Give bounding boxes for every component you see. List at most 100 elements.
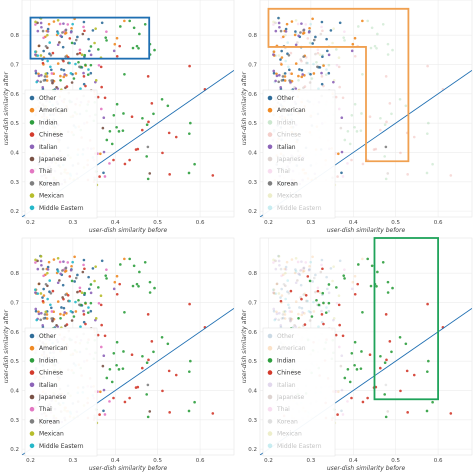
legend-item-other[interactable]: Other bbox=[277, 333, 295, 340]
legend-item-korean[interactable]: Korean bbox=[277, 180, 298, 187]
legend-item-thai[interactable]: Thai bbox=[38, 406, 52, 413]
legend-item-chinese[interactable]: Chinese bbox=[277, 370, 301, 377]
legend-swatch[interactable] bbox=[267, 168, 273, 174]
legend-swatch[interactable] bbox=[29, 406, 35, 412]
legend-swatch[interactable] bbox=[29, 333, 35, 339]
legend-swatch[interactable] bbox=[267, 181, 273, 186]
legend-item-american[interactable]: American bbox=[39, 345, 68, 352]
legend-item-thai[interactable]: Thai bbox=[276, 406, 290, 413]
point-italian bbox=[63, 73, 66, 76]
legend-swatch[interactable] bbox=[29, 168, 35, 174]
legend-item-korean[interactable]: Korean bbox=[277, 418, 298, 425]
legend-item-thai[interactable]: Thai bbox=[276, 168, 290, 175]
point-american bbox=[285, 22, 289, 26]
legend-swatch[interactable] bbox=[29, 443, 35, 449]
point-thai bbox=[346, 162, 349, 165]
legend-swatch[interactable] bbox=[29, 394, 35, 400]
legend-item-italian[interactable]: Italian bbox=[277, 382, 296, 389]
legend-item-indian[interactable]: Indian bbox=[277, 357, 296, 364]
legend-item-american[interactable]: American bbox=[277, 107, 306, 114]
legend-swatch[interactable] bbox=[267, 144, 273, 150]
point-other bbox=[288, 306, 291, 310]
legend-item-american[interactable]: American bbox=[39, 107, 68, 114]
legend-item-mexican[interactable]: Mexican bbox=[39, 193, 64, 200]
legend-item-korean[interactable]: Korean bbox=[39, 180, 60, 187]
point-korean bbox=[302, 293, 305, 296]
point-american bbox=[337, 152, 340, 156]
legend-swatch[interactable] bbox=[29, 132, 35, 137]
legend-swatch[interactable] bbox=[267, 132, 273, 137]
legend-item-thai[interactable]: Thai bbox=[38, 168, 52, 175]
legend-item-japanese[interactable]: Japanese bbox=[276, 394, 305, 401]
point-mexican bbox=[332, 265, 335, 268]
legend-swatch[interactable] bbox=[29, 181, 35, 186]
point-chinese bbox=[384, 313, 388, 316]
legend-swatch[interactable] bbox=[29, 345, 35, 351]
legend-swatch[interactable] bbox=[29, 358, 35, 363]
point-indian bbox=[72, 315, 76, 318]
legend-item-other[interactable]: Other bbox=[39, 333, 57, 340]
legend-item-korean[interactable]: Korean bbox=[39, 418, 60, 425]
point-indian bbox=[335, 48, 338, 51]
legend-swatch[interactable] bbox=[29, 431, 35, 436]
legend-swatch[interactable] bbox=[267, 382, 273, 388]
legend-item-italian[interactable]: Italian bbox=[39, 382, 58, 389]
legend-swatch[interactable] bbox=[267, 156, 273, 162]
legend-item-mexican[interactable]: Mexican bbox=[277, 431, 302, 438]
legend-item-japanese[interactable]: Japanese bbox=[38, 394, 67, 401]
point-japanese bbox=[58, 41, 61, 44]
legend-swatch[interactable] bbox=[267, 431, 273, 436]
point-indian bbox=[381, 22, 385, 26]
point-italian bbox=[301, 73, 304, 76]
legend-item-mexican[interactable]: Mexican bbox=[39, 431, 64, 438]
point-indian bbox=[353, 102, 357, 106]
legend-swatch[interactable] bbox=[29, 370, 35, 375]
legend-swatch[interactable] bbox=[267, 406, 273, 412]
legend-swatch[interactable] bbox=[29, 95, 35, 101]
legend-item-american[interactable]: American bbox=[277, 345, 306, 352]
legend-item-italian[interactable]: Italian bbox=[39, 144, 58, 151]
legend-swatch[interactable] bbox=[267, 107, 273, 113]
legend-swatch[interactable] bbox=[29, 144, 35, 150]
legend-swatch[interactable] bbox=[29, 205, 35, 211]
legend-swatch[interactable] bbox=[29, 107, 35, 113]
point-indian bbox=[153, 286, 156, 290]
legend-swatch[interactable] bbox=[267, 370, 273, 375]
legend-item-chinese[interactable]: Chinese bbox=[39, 370, 63, 377]
legend-swatch[interactable] bbox=[267, 205, 273, 211]
legend-swatch[interactable] bbox=[267, 193, 273, 198]
legend-item-indian[interactable]: Indian bbox=[39, 119, 58, 126]
legend-item-chinese[interactable]: Chinese bbox=[39, 132, 63, 139]
legend-swatch[interactable] bbox=[267, 394, 273, 400]
legend-swatch[interactable] bbox=[267, 419, 273, 424]
legend-swatch[interactable] bbox=[29, 120, 35, 125]
point-korean bbox=[49, 291, 53, 295]
legend-item-italian[interactable]: Italian bbox=[277, 144, 296, 151]
legend-item-japanese[interactable]: Japanese bbox=[38, 156, 67, 163]
legend-swatch[interactable] bbox=[267, 358, 273, 363]
legend-item-other[interactable]: Other bbox=[39, 95, 57, 102]
legend-item-middle-eastern[interactable]: Middle Eastern bbox=[277, 443, 322, 450]
legend-swatch[interactable] bbox=[29, 156, 35, 162]
legend-item-mexican[interactable]: Mexican bbox=[277, 193, 302, 200]
legend-item-indian[interactable]: Indian bbox=[277, 119, 296, 126]
legend-item-middle-eastern[interactable]: Middle Eastern bbox=[39, 205, 84, 212]
y-tick-label: 0.3 bbox=[248, 418, 257, 424]
legend-swatch[interactable] bbox=[29, 382, 35, 388]
legend-item-other[interactable]: Other bbox=[277, 95, 295, 102]
legend-item-chinese[interactable]: Chinese bbox=[277, 132, 301, 139]
legend-item-indian[interactable]: Indian bbox=[39, 357, 58, 364]
legend-swatch[interactable] bbox=[267, 95, 273, 101]
legend-swatch[interactable] bbox=[267, 333, 273, 339]
point-chinese bbox=[406, 173, 409, 176]
legend-swatch[interactable] bbox=[267, 345, 273, 351]
legend-swatch[interactable] bbox=[267, 120, 273, 125]
legend-item-middle-eastern[interactable]: Middle Eastern bbox=[277, 205, 322, 212]
legend-item-japanese[interactable]: Japanese bbox=[276, 156, 305, 163]
legend-swatch[interactable] bbox=[29, 419, 35, 424]
point-middle-eastern bbox=[309, 22, 312, 26]
point-indian bbox=[379, 354, 382, 358]
legend-swatch[interactable] bbox=[29, 193, 35, 198]
legend-item-middle-eastern[interactable]: Middle Eastern bbox=[39, 443, 84, 450]
legend-swatch[interactable] bbox=[267, 443, 273, 449]
